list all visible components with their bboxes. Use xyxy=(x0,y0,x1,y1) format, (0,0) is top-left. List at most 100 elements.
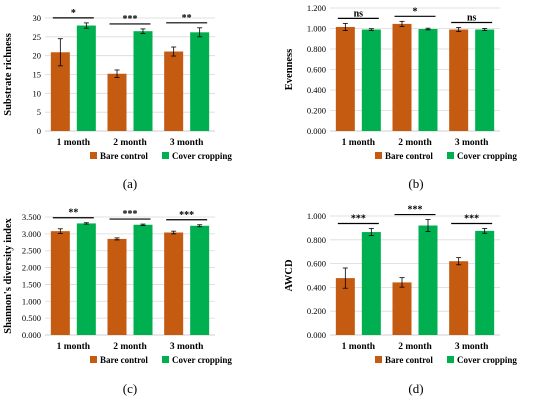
significance-marker: *** xyxy=(179,210,194,221)
y-tick-label: 25 xyxy=(33,32,42,42)
y-tick-label: 0.500 xyxy=(22,313,41,323)
chart-panel-b: 0.000 0.200 0.400 0.600 0.800 1.000 1.200 Evenn… xyxy=(284,3,517,191)
y-tick-label: 0.600 xyxy=(307,259,326,269)
y-tick-label: 1.000 xyxy=(22,296,41,306)
legend-label: Bare control xyxy=(385,151,433,161)
x-tick-label: 2 month xyxy=(398,138,432,148)
cover-cropping-bar xyxy=(475,230,495,335)
y-tick-label: 1.200 xyxy=(307,3,326,13)
chart-panel-d: 0.000 0.200 0.400 0.600 0.800 1.000 AWCD *** 1 m… xyxy=(284,205,517,396)
legend-swatch-bare-control xyxy=(90,152,97,159)
y-tick-label: 1.000 xyxy=(307,24,326,34)
y-tick-label: 0.200 xyxy=(307,306,326,316)
bare-control-bar xyxy=(107,73,127,131)
y-tick-label: 1.000 xyxy=(307,211,326,221)
y-axis-label: Shannon's diversity index xyxy=(3,217,14,333)
chart-panel-c: 0.000 0.500 1.000 1.500 2.000 2.500 3.000 3.500… xyxy=(3,208,232,396)
y-axis-label: AWCD xyxy=(284,259,295,292)
cover-cropping-bar xyxy=(133,224,153,335)
significance-marker: *** xyxy=(123,209,138,220)
significance-marker: *** xyxy=(464,213,479,224)
significance-marker: ** xyxy=(182,13,192,24)
legend-label: Cover cropping xyxy=(172,151,232,161)
x-tick-label: 1 month xyxy=(342,138,376,148)
x-tick-label: 3 month xyxy=(455,138,489,148)
legend-label: Bare control xyxy=(100,151,148,161)
y-axis-label: Substrate richness xyxy=(3,33,14,116)
legend-swatch-cover-cropping xyxy=(162,152,169,159)
bare-control-bar xyxy=(50,52,70,131)
cover-cropping-bar xyxy=(76,25,96,131)
cover-cropping-bar xyxy=(190,225,210,335)
cover-cropping-bar xyxy=(76,223,96,335)
panel-label: (c) xyxy=(123,381,137,396)
y-tick-label: 1.500 xyxy=(22,279,41,289)
y-tick-label: 3.000 xyxy=(22,229,41,239)
y-tick-label: 0.600 xyxy=(307,65,326,75)
legend-label: Bare control xyxy=(385,355,433,365)
y-tick-label: 0.000 xyxy=(22,330,41,340)
y-tick-label: 0 xyxy=(37,126,41,136)
cover-cropping-bar xyxy=(475,29,495,131)
significance-marker: *** xyxy=(408,205,423,216)
y-tick-label: 0.800 xyxy=(307,235,326,245)
bare-control-bar xyxy=(335,26,355,131)
x-tick-label: 1 month xyxy=(57,342,91,352)
y-tick-label: 0.800 xyxy=(307,44,326,54)
cover-cropping-bar xyxy=(361,29,381,131)
y-axis-label: Evenness xyxy=(284,49,295,90)
y-tick-label: 15 xyxy=(33,70,42,80)
y-tick-label: 0.400 xyxy=(307,85,326,95)
y-tick-label: 0.200 xyxy=(307,106,326,116)
y-tick-label: 0.000 xyxy=(307,330,326,340)
bare-control-bar xyxy=(449,29,469,131)
cover-cropping-bar xyxy=(133,31,153,131)
cover-cropping-bar xyxy=(418,225,438,335)
x-tick-label: 2 month xyxy=(398,342,432,352)
significance-marker: *** xyxy=(351,213,366,224)
legend-swatch-cover-cropping xyxy=(162,356,169,363)
significance-marker: ** xyxy=(68,208,78,219)
legend-label: Cover cropping xyxy=(172,355,232,365)
significance-marker: * xyxy=(413,6,418,17)
y-tick-label: 2.000 xyxy=(22,263,41,273)
y-tick-label: 20 xyxy=(33,51,42,61)
legend-swatch-bare-control xyxy=(90,356,97,363)
legend-swatch-cover-cropping xyxy=(447,356,454,363)
x-tick-label: 1 month xyxy=(57,138,91,148)
panel-label: (a) xyxy=(123,176,137,191)
panel-label: (b) xyxy=(408,176,423,191)
legend-label: Cover cropping xyxy=(457,355,517,365)
bare-control-bar xyxy=(335,278,355,335)
x-tick-label: 2 month xyxy=(113,138,147,148)
y-tick-label: 30 xyxy=(33,13,42,23)
cover-cropping-bar xyxy=(190,32,210,131)
significance-marker: *** xyxy=(123,14,138,25)
cover-cropping-bar xyxy=(418,29,438,132)
bare-control-bar xyxy=(164,51,184,132)
y-tick-label: 5 xyxy=(37,107,41,117)
bare-control-bar xyxy=(50,231,70,335)
bare-control-bar xyxy=(164,232,184,335)
chart-panel-a: 0 5 10 15 20 25 30 Substrate richness * 1 month **… xyxy=(3,8,232,191)
y-tick-label: 0.000 xyxy=(307,126,326,136)
x-tick-label: 1 month xyxy=(342,342,376,352)
x-tick-label: 3 month xyxy=(455,342,489,352)
significance-marker: ns xyxy=(354,8,364,19)
x-tick-label: 3 month xyxy=(170,342,204,352)
bare-control-bar xyxy=(392,282,412,335)
y-tick-label: 3.500 xyxy=(22,212,41,222)
legend-label: Cover cropping xyxy=(457,151,517,161)
bare-control-bar xyxy=(392,23,412,132)
legend-swatch-cover-cropping xyxy=(447,152,454,159)
legend-swatch-bare-control xyxy=(375,356,382,363)
y-tick-label: 0.400 xyxy=(307,282,326,292)
significance-marker: ns xyxy=(467,12,477,23)
panel-label: (d) xyxy=(408,381,423,396)
y-tick-label: 2.500 xyxy=(22,246,41,256)
x-tick-label: 3 month xyxy=(170,138,204,148)
y-tick-label: 10 xyxy=(33,88,42,98)
significance-marker: * xyxy=(71,8,76,19)
bare-control-bar xyxy=(449,261,469,335)
